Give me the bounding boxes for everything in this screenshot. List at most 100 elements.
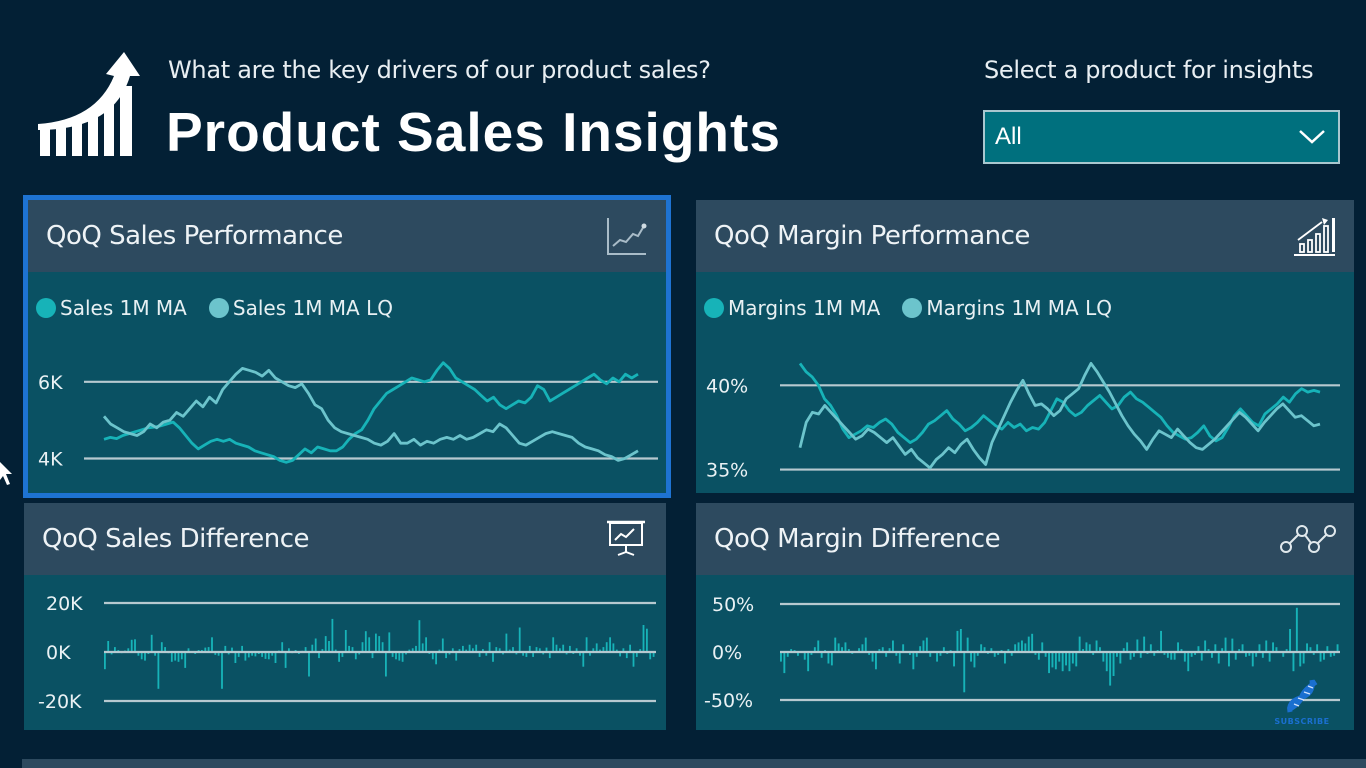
- bar: [281, 642, 284, 652]
- bar: [448, 652, 451, 655]
- bar: [1231, 638, 1234, 652]
- bar: [1234, 652, 1237, 660]
- bar: [1105, 652, 1108, 672]
- bar: [639, 649, 642, 652]
- bar: [834, 637, 837, 652]
- sales-performance-card[interactable]: QoQ Sales Performance Sales 1M MA Sales …: [28, 200, 666, 493]
- bar: [1316, 644, 1319, 652]
- bar: [401, 652, 404, 662]
- bar: [875, 652, 877, 670]
- bar: [415, 645, 417, 652]
- bar: [997, 652, 1000, 655]
- bar: [522, 652, 524, 656]
- bar: [649, 652, 652, 660]
- legend-label: Margins 1M MA: [728, 296, 881, 320]
- bar: [1051, 652, 1054, 668]
- bar: [562, 644, 565, 652]
- bar: [418, 620, 421, 652]
- bar: [485, 652, 488, 656]
- bar: [184, 652, 187, 668]
- bar: [1037, 652, 1040, 660]
- bar: [237, 652, 240, 657]
- bar: [254, 652, 257, 657]
- subscribe-overlay[interactable]: SUBSCRIBE: [1270, 676, 1334, 728]
- y-tick-label: 0K: [46, 642, 71, 664]
- legend-dot-icon: [704, 298, 724, 318]
- bar: [180, 652, 183, 660]
- bar: [264, 652, 267, 659]
- bar: [1021, 640, 1023, 652]
- bar: [234, 652, 237, 663]
- bar: [892, 640, 894, 652]
- sales-difference-chart: -20K 0K 20K: [38, 593, 656, 713]
- margin-difference-card[interactable]: QoQ Margin Difference -50% 0% 50%: [696, 503, 1354, 730]
- bar: [1275, 647, 1278, 652]
- legend-item[interactable]: Sales 1M MA LQ: [208, 296, 393, 320]
- chevron-down-icon: [1299, 130, 1325, 144]
- bar: [1085, 642, 1088, 652]
- bar: [174, 652, 177, 661]
- bar: [462, 645, 464, 652]
- bar: [425, 637, 427, 652]
- bar: [1323, 652, 1325, 660]
- bar: [1122, 648, 1125, 652]
- bar: [595, 643, 598, 652]
- bar: [354, 652, 357, 660]
- bar: [1336, 644, 1339, 652]
- sales-difference-card[interactable]: QoQ Sales Difference -20K 0K 20K: [24, 503, 666, 730]
- bar: [512, 647, 514, 652]
- product-slicer-dropdown[interactable]: All: [983, 110, 1340, 164]
- bar: [888, 648, 891, 652]
- bar: [1173, 652, 1176, 660]
- bar: [331, 618, 334, 652]
- bar: [803, 652, 806, 660]
- bar: [1221, 648, 1224, 652]
- bar: [797, 652, 799, 656]
- bar: [790, 649, 793, 652]
- bar: [1197, 646, 1200, 652]
- bar: [214, 652, 217, 655]
- legend-item[interactable]: Sales 1M MA: [36, 296, 187, 320]
- bar: [1027, 636, 1030, 652]
- bar: [605, 642, 608, 652]
- bar: [324, 636, 327, 652]
- bar: [472, 648, 474, 652]
- bar: [646, 628, 648, 652]
- bar: [137, 652, 140, 656]
- bar: [1061, 652, 1064, 672]
- bar: [1102, 652, 1105, 662]
- bar: [1017, 642, 1020, 652]
- margin-performance-card[interactable]: QoQ Margin Performance Margins 1M MA Mar…: [696, 200, 1354, 493]
- bar: [599, 649, 601, 652]
- bar: [224, 645, 227, 652]
- bar: [1109, 652, 1112, 686]
- y-tick-label: 0%: [712, 642, 742, 664]
- bar: [1024, 643, 1027, 652]
- bar: [518, 627, 521, 652]
- card-title: QoQ Margin Performance: [714, 221, 1030, 251]
- subscribe-label: SUBSCRIBE: [1274, 717, 1330, 726]
- card-title: QoQ Sales Difference: [42, 524, 310, 554]
- growth-chart-arrow-icon: [36, 50, 144, 160]
- legend-item[interactable]: Margins 1M MA: [704, 296, 880, 320]
- bar: [104, 652, 106, 670]
- bar: [408, 649, 411, 652]
- bar: [817, 640, 820, 652]
- bar: [271, 652, 274, 656]
- legend-dot-icon: [902, 298, 923, 318]
- bar: [1065, 652, 1067, 666]
- bar: [488, 642, 491, 652]
- bar: [441, 638, 444, 652]
- bar: [592, 648, 595, 652]
- bar: [154, 652, 156, 656]
- bar: [783, 652, 786, 674]
- bar: [321, 649, 324, 652]
- y-tick-label: 6K: [38, 372, 63, 394]
- bar: [1261, 652, 1264, 658]
- y-tick-label: 35%: [706, 460, 748, 482]
- bar: [114, 647, 116, 652]
- bar: [391, 652, 394, 657]
- bar: [164, 647, 166, 652]
- legend-item[interactable]: Margins 1M MA LQ: [902, 296, 1112, 320]
- bar: [288, 648, 290, 652]
